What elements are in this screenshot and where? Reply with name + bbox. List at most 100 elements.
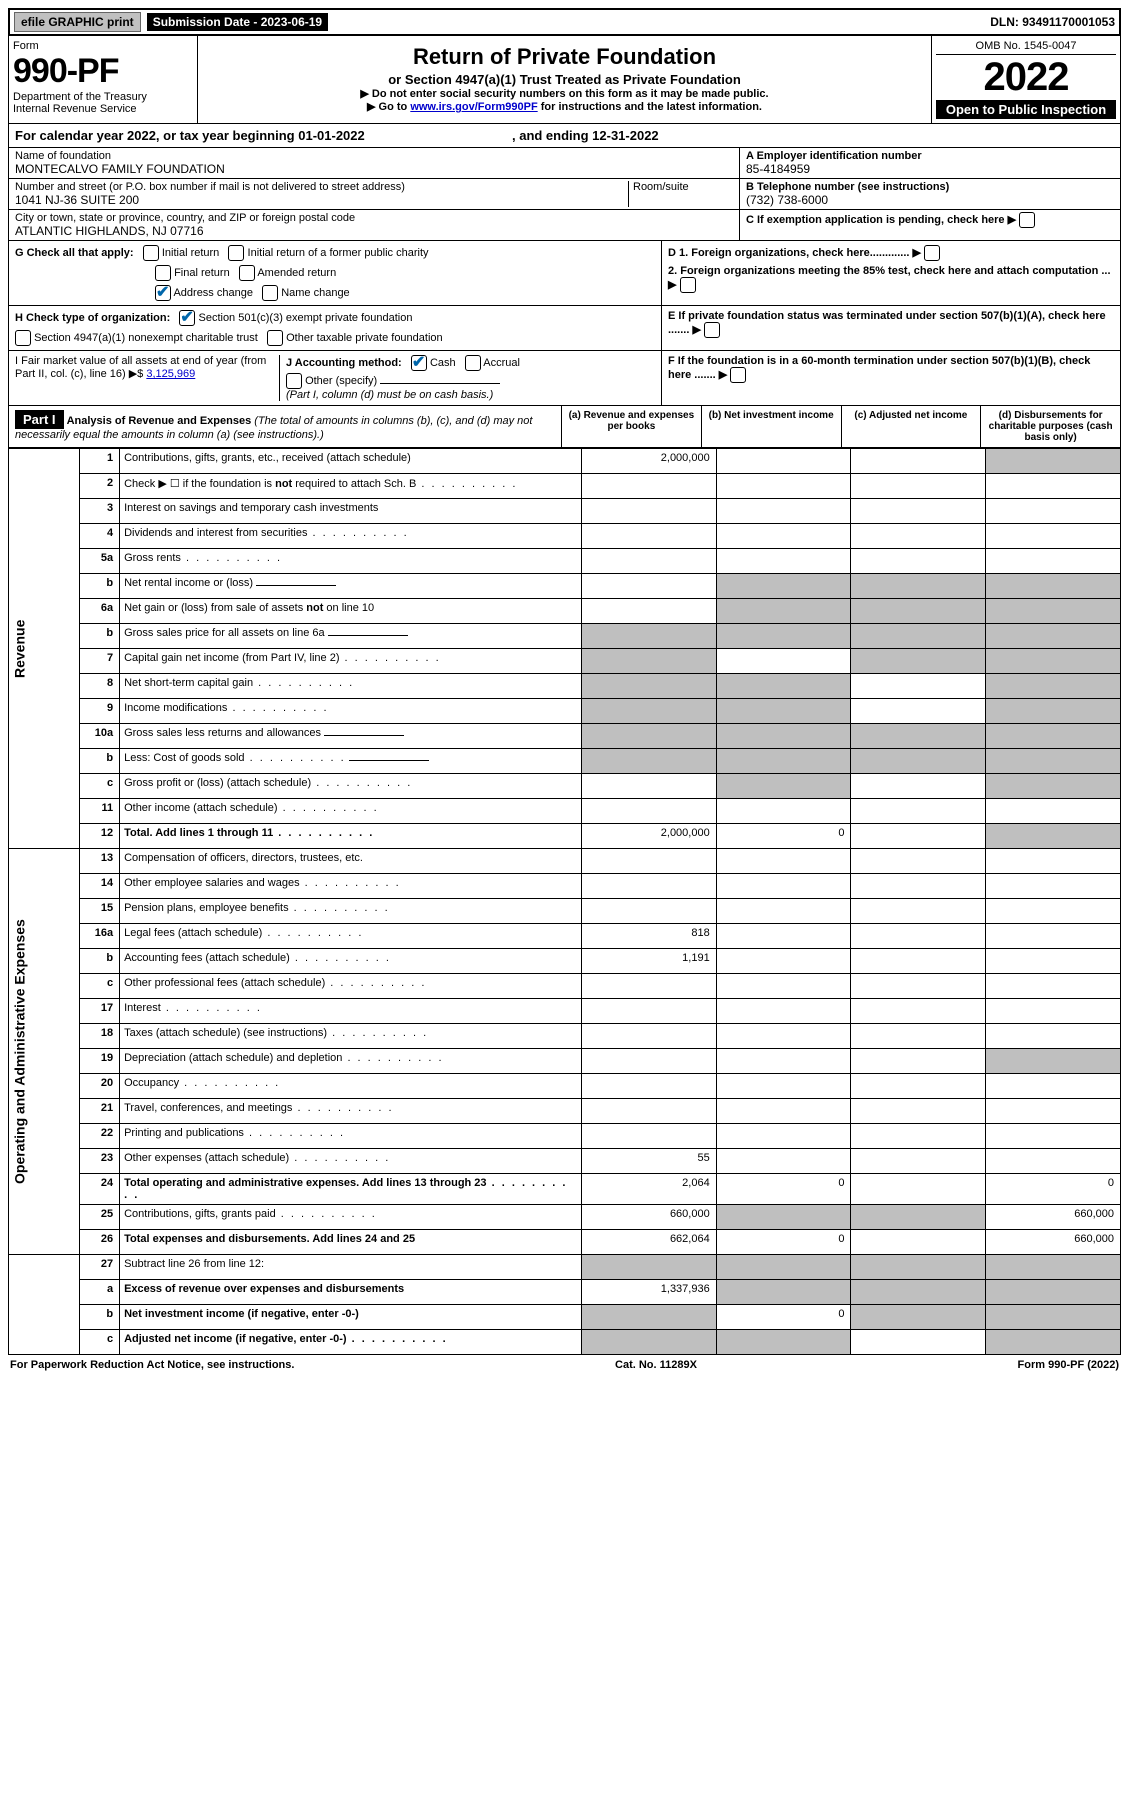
e-checkbox[interactable] [704, 322, 720, 338]
j-cash-checkbox[interactable] [411, 355, 427, 371]
foundation-address: 1041 NJ-36 SUITE 200 [15, 193, 628, 207]
amount-cell [716, 599, 851, 624]
table-row: bAccounting fees (attach schedule)1,191 [9, 949, 1121, 974]
j-accrual-checkbox[interactable] [465, 355, 481, 371]
amount-cell [581, 549, 716, 574]
amount-cell [851, 749, 986, 774]
h-501c3-checkbox[interactable] [179, 310, 195, 326]
amount-cell [716, 1124, 851, 1149]
line-description: Interest [120, 999, 582, 1024]
line-number: 19 [79, 1049, 119, 1074]
amount-cell [581, 899, 716, 924]
h-4947-checkbox[interactable] [15, 330, 31, 346]
line-number: b [79, 749, 119, 774]
amount-cell [851, 1330, 986, 1355]
g-address-change-checkbox[interactable] [155, 285, 171, 301]
line-description: Gross profit or (loss) (attach schedule) [120, 774, 582, 799]
amount-cell [716, 1049, 851, 1074]
amount-cell [851, 924, 986, 949]
amount-cell [851, 724, 986, 749]
line-description: Subtract line 26 from line 12: [120, 1255, 582, 1280]
j-other-checkbox[interactable] [286, 373, 302, 389]
line-number: 15 [79, 899, 119, 924]
amount-cell [716, 649, 851, 674]
amount-cell [581, 649, 716, 674]
line-number: 12 [79, 824, 119, 849]
g-final-checkbox[interactable] [155, 265, 171, 281]
line-number: b [79, 1305, 119, 1330]
amount-cell [986, 774, 1121, 799]
g-amended-checkbox[interactable] [239, 265, 255, 281]
table-row: 4Dividends and interest from securities [9, 524, 1121, 549]
line-number: 3 [79, 499, 119, 524]
amount-cell [716, 999, 851, 1024]
d1-checkbox[interactable] [924, 245, 940, 261]
amount-cell [851, 649, 986, 674]
line-description: Printing and publications [120, 1124, 582, 1149]
g-initial-checkbox[interactable] [143, 245, 159, 261]
table-row: bGross sales price for all assets on lin… [9, 624, 1121, 649]
amount-cell [851, 474, 986, 499]
amount-cell [581, 674, 716, 699]
amount-cell [581, 799, 716, 824]
i-j-f-row: I Fair market value of all assets at end… [8, 351, 1121, 406]
amount-cell: 0 [716, 824, 851, 849]
instructions-link[interactable]: www.irs.gov/Form990PF [410, 101, 537, 113]
amount-cell [851, 524, 986, 549]
amount-cell [716, 849, 851, 874]
line-description: Excess of revenue over expenses and disb… [120, 1280, 582, 1305]
amount-cell [716, 549, 851, 574]
line-number: 17 [79, 999, 119, 1024]
amount-cell [986, 549, 1121, 574]
line-description: Depreciation (attach schedule) and deple… [120, 1049, 582, 1074]
line-description: Net short-term capital gain [120, 674, 582, 699]
line-number: 14 [79, 874, 119, 899]
amount-cell: 0 [716, 1174, 851, 1205]
line-description: Net investment income (if negative, ente… [120, 1305, 582, 1330]
amount-cell: 0 [716, 1230, 851, 1255]
table-row: 19Depreciation (attach schedule) and dep… [9, 1049, 1121, 1074]
line-description: Travel, conferences, and meetings [120, 1099, 582, 1124]
g-d-row: G Check all that apply: Initial return I… [8, 241, 1121, 306]
amount-cell [986, 624, 1121, 649]
dln-label: DLN: 93491170001053 [990, 15, 1115, 29]
amount-cell [716, 1099, 851, 1124]
header-left: Form 990-PF Department of the Treasury I… [9, 36, 198, 123]
amount-cell [716, 1330, 851, 1355]
amount-cell: 1,191 [581, 949, 716, 974]
c-label: C If exemption application is pending, c… [746, 214, 1005, 226]
amount-cell: 662,064 [581, 1230, 716, 1255]
table-row: 5aGross rents [9, 549, 1121, 574]
efile-button[interactable]: efile GRAPHIC print [14, 12, 141, 32]
footer-mid: Cat. No. 11289X [615, 1359, 697, 1371]
amount-cell [851, 1205, 986, 1230]
form-header: Form 990-PF Department of the Treasury I… [8, 36, 1121, 124]
g-initial-former-checkbox[interactable] [228, 245, 244, 261]
f-checkbox[interactable] [730, 367, 746, 383]
line-description: Other professional fees (attach schedule… [120, 974, 582, 999]
table-row: cOther professional fees (attach schedul… [9, 974, 1121, 999]
table-row: bLess: Cost of goods sold [9, 749, 1121, 774]
c-checkbox[interactable] [1019, 212, 1035, 228]
table-row: 3Interest on savings and temporary cash … [9, 499, 1121, 524]
room-label: Room/suite [633, 181, 733, 193]
line-number: 1 [79, 449, 119, 474]
h-other-tax-checkbox[interactable] [267, 330, 283, 346]
i-label: I Fair market value of all assets at end… [15, 355, 266, 380]
foundation-name: MONTECALVO FAMILY FOUNDATION [15, 162, 733, 176]
amount-cell [986, 1305, 1121, 1330]
table-row: 2Check ▶ ☐ if the foundation is not requ… [9, 474, 1121, 499]
table-row: cAdjusted net income (if negative, enter… [9, 1330, 1121, 1355]
table-row: 11Other income (attach schedule) [9, 799, 1121, 824]
dept-label: Department of the Treasury [13, 91, 193, 103]
open-inspection-label: Open to Public Inspection [936, 100, 1116, 119]
amount-cell [851, 874, 986, 899]
amount-cell [986, 1049, 1121, 1074]
line-description: Contributions, gifts, grants paid [120, 1205, 582, 1230]
g-name-change-checkbox[interactable] [262, 285, 278, 301]
d2-checkbox[interactable] [680, 277, 696, 293]
h-label: H Check type of organization: [15, 312, 170, 324]
amount-cell: 660,000 [986, 1205, 1121, 1230]
amount-cell [851, 799, 986, 824]
i-value-link[interactable]: 3,125,969 [146, 368, 195, 380]
